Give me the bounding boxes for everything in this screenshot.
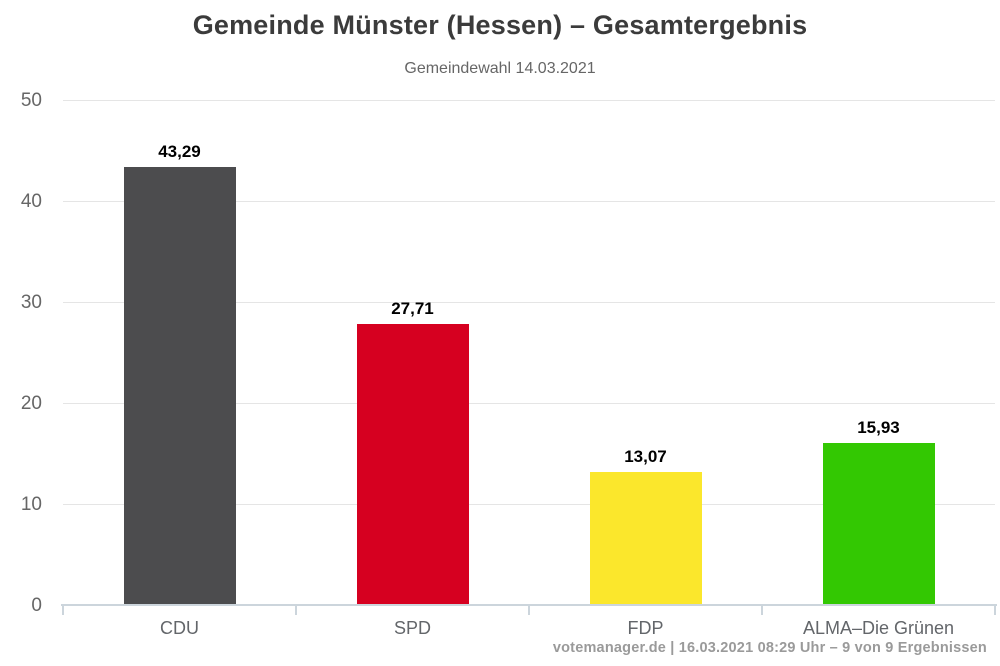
bar-spd — [356, 324, 469, 604]
x-axis-tick — [295, 605, 297, 615]
x-axis-category-label: CDU — [160, 618, 199, 638]
y-axis-tick-label-50: 50 — [20, 90, 42, 111]
bar-value-label: 27,71 — [391, 299, 434, 319]
chart-footer-credit: votemanager.de | 16.03.2021 08:29 Uhr – … — [552, 640, 987, 656]
bar-alma-die-gr-nen — [822, 443, 935, 604]
x-axis-tick — [62, 605, 64, 615]
y-axis-tick-label-20: 20 — [20, 393, 42, 414]
bar-cdu — [123, 166, 236, 604]
gridline-y-30 — [63, 301, 995, 303]
x-axis-tick — [528, 605, 530, 615]
bar-value-label: 15,93 — [857, 418, 900, 438]
x-axis-category-label: FDP — [627, 618, 664, 638]
bar-fdp — [589, 472, 702, 604]
x-axis-tick — [994, 605, 996, 615]
y-axis-tick-label-30: 30 — [20, 292, 42, 313]
chart-subtitle: Gemeindewahl 14.03.2021 — [404, 60, 596, 77]
y-axis-tick-label-0: 0 — [31, 595, 42, 616]
x-axis-tick — [761, 605, 763, 615]
gridline-y-40 — [63, 200, 995, 202]
bar-value-label: 43,29 — [158, 141, 201, 161]
gridline-y-10 — [63, 503, 995, 505]
chart-title: Gemeinde Münster (Hessen) – Gesamtergebn… — [192, 10, 808, 40]
plot-area — [61, 99, 997, 606]
y-axis-tick-label-40: 40 — [20, 191, 42, 212]
gridline-y-50 — [63, 99, 995, 101]
gridline-y-20 — [63, 402, 995, 404]
bar-value-label: 13,07 — [624, 446, 667, 466]
x-axis-category-label: ALMA–Die Grünen — [802, 618, 955, 638]
y-axis-tick-label-10: 10 — [20, 494, 42, 515]
x-axis-category-label: SPD — [393, 618, 431, 638]
